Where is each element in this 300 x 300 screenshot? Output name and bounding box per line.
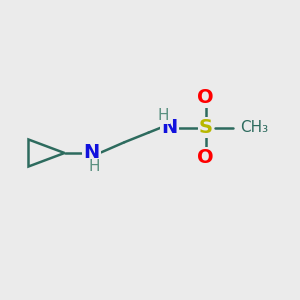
Text: N: N [161, 118, 178, 137]
Text: S: S [199, 118, 212, 137]
Text: O: O [197, 88, 214, 107]
Text: O: O [197, 148, 214, 167]
Text: H: H [158, 108, 169, 123]
Text: CH₃: CH₃ [240, 120, 268, 135]
Text: N: N [83, 143, 100, 163]
Text: H: H [89, 159, 100, 174]
